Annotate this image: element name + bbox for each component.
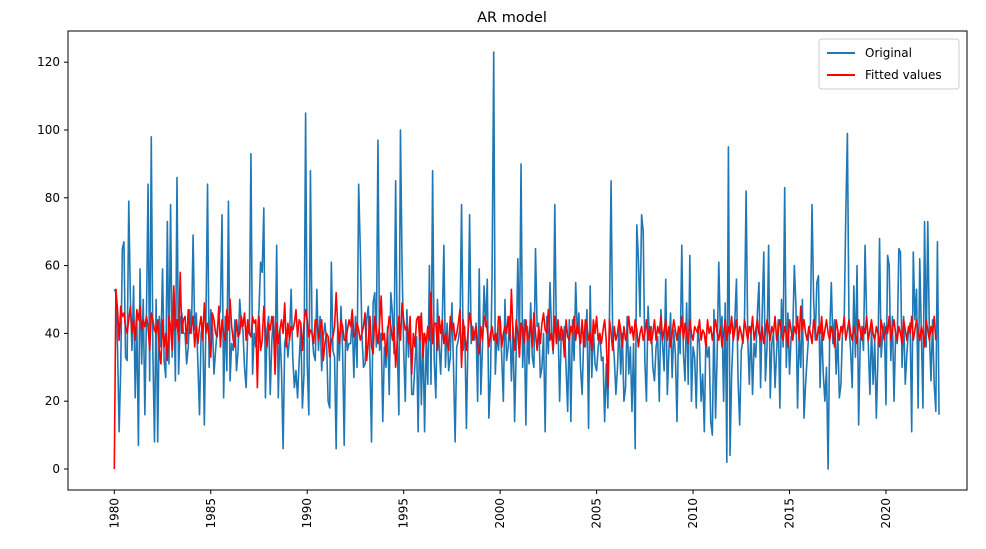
series-line-original [113, 51, 940, 470]
x-axis: 1980 1985 1990 1995 2000 2005 2010 2015 2020 [107, 490, 893, 529]
series-line-fitted-values [113, 271, 937, 469]
y-tick-label: 80 [45, 191, 60, 205]
series-layer [113, 51, 940, 470]
legend-label: Fitted values [865, 68, 942, 82]
chart-title: AR model [477, 10, 547, 26]
x-tick-label: 1980 [107, 498, 121, 529]
y-tick-label: 60 [45, 259, 60, 273]
y-tick-label: 120 [37, 55, 60, 69]
y-tick-label: 20 [45, 394, 60, 408]
x-tick-label: 1985 [204, 498, 218, 529]
x-tick-label: 1990 [300, 498, 314, 529]
plot-area-frame [67, 30, 968, 491]
x-tick-label: 2000 [493, 498, 507, 529]
legend-label: Original [865, 46, 912, 60]
legend-box [818, 38, 960, 90]
x-tick-label: 2020 [879, 498, 893, 529]
x-tick-label: 2015 [783, 498, 797, 529]
y-tick-label: 40 [45, 326, 60, 340]
y-tick-label: 0 [52, 462, 60, 476]
x-tick-label: 2005 [590, 498, 604, 529]
legend: Original Fitted values [818, 38, 960, 90]
x-tick-label: 2010 [686, 498, 700, 529]
x-tick-label: 1995 [397, 498, 411, 529]
y-tick-label: 100 [37, 123, 60, 137]
y-axis: 0 20 40 60 80 100 120 [37, 55, 68, 476]
